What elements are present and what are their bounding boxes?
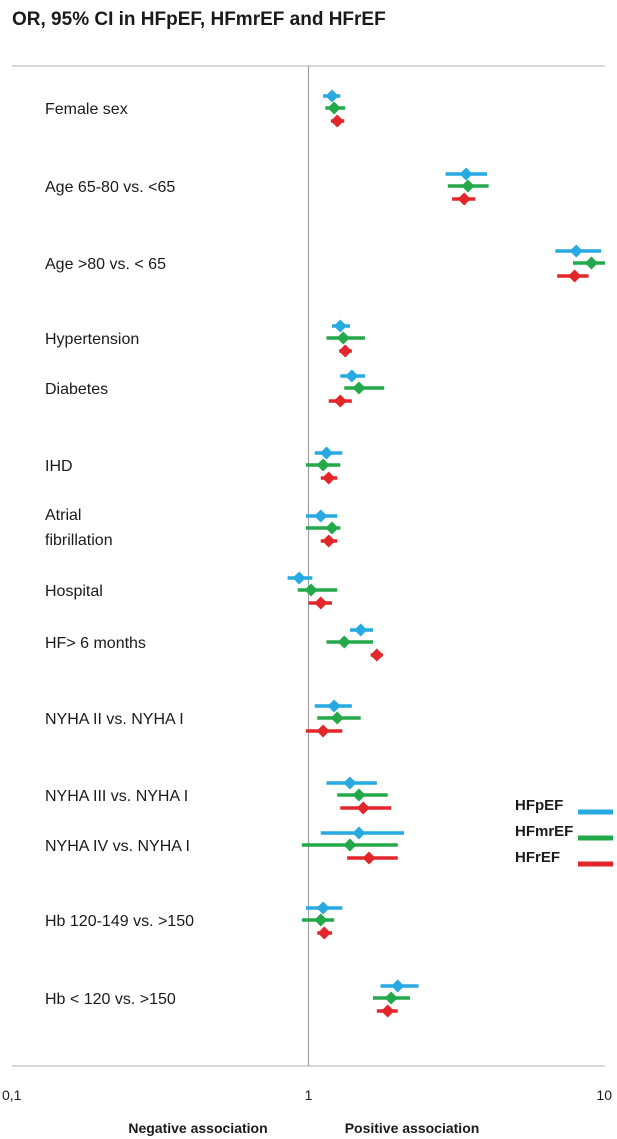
or-point-hfref	[457, 192, 471, 206]
row-label: Hypertension	[45, 331, 139, 348]
or-point-hfpef	[314, 509, 328, 523]
or-point-hfpef	[354, 623, 368, 637]
x-tick-label: 1	[305, 1087, 313, 1103]
or-point-hfmref	[352, 381, 366, 395]
row-label: Age >80 vs. < 65	[45, 256, 166, 273]
or-point-hfpef	[352, 826, 366, 840]
or-point-hfref	[322, 534, 336, 548]
or-point-hfref	[370, 648, 384, 662]
or-point-hfref	[316, 724, 330, 738]
row-label: NYHA IV vs. NYHA I	[45, 838, 190, 855]
plot-frame	[12, 65, 605, 1067]
or-point-hfmref	[336, 331, 350, 345]
or-point-hfmref	[327, 101, 341, 115]
x-tick-labels: 0,1 1 10	[2, 1087, 612, 1103]
or-point-hfpef	[316, 901, 330, 915]
row-label: Hb 120-149 vs. >150	[45, 913, 194, 930]
or-point-hfref	[356, 801, 370, 815]
or-point-hfref	[381, 1004, 395, 1018]
row-labels: Female sex Age 65-80 vs. <65 Age >80 vs. <…	[45, 101, 194, 1008]
legend-label-hfref: HFrEF	[515, 849, 560, 866]
or-point-hfref	[314, 596, 328, 610]
or-point-hfmref	[352, 788, 366, 802]
or-point-hfmref	[330, 711, 344, 725]
legend-label-hfpef: HFpEF	[515, 797, 563, 814]
x-tick-label: 0,1	[2, 1087, 22, 1103]
or-point-hfmref	[584, 256, 598, 270]
or-point-hfref	[333, 394, 347, 408]
or-point-hfref	[362, 851, 376, 865]
or-point-hfpef	[327, 699, 341, 713]
row-label: IHD	[45, 458, 73, 475]
or-point-hfref	[338, 344, 352, 358]
legend-label-hfmref: HFmrEF	[515, 823, 573, 840]
row-label: NYHA III vs. NYHA I	[45, 788, 188, 805]
row-label: NYHA II vs. NYHA I	[45, 711, 184, 728]
or-point-hfmref	[314, 913, 328, 927]
or-point-hfpef	[569, 244, 583, 258]
row-label: Female sex	[45, 101, 128, 118]
or-point-hfpef	[292, 571, 306, 585]
or-point-hfpef	[333, 319, 347, 333]
positive-association-label: Positive association	[345, 1120, 480, 1136]
legend: HFpEF HFmrEF HFrEF	[515, 797, 613, 867]
forest-marks	[287, 89, 605, 1018]
or-point-hfpef	[459, 167, 473, 181]
or-point-hfpef	[319, 446, 333, 460]
row-label: HF> 6 months	[45, 635, 146, 652]
or-point-hfpef	[391, 979, 405, 993]
or-point-hfref	[322, 471, 336, 485]
or-point-hfmref	[304, 583, 318, 597]
or-point-hfref	[317, 926, 331, 940]
or-point-hfmref	[325, 521, 339, 535]
or-point-hfref	[568, 269, 582, 283]
row-label: Age 65-80 vs. <65	[45, 179, 175, 196]
row-label: Diabetes	[45, 381, 108, 398]
or-point-hfmref	[316, 458, 330, 472]
or-point-hfmref	[337, 635, 351, 649]
or-point-hfmref	[384, 991, 398, 1005]
row-label: Hb < 120 vs. >150	[45, 991, 176, 1008]
or-point-hfref	[330, 114, 344, 128]
chart-title: OR, 95% CI in HFpEF, HFmrEF and HFrEF	[12, 9, 386, 30]
or-point-hfmref	[461, 179, 475, 193]
or-point-hfmref	[343, 838, 357, 852]
x-tick-label: 10	[596, 1087, 612, 1103]
or-point-hfpef	[343, 776, 357, 790]
or-point-hfpef	[345, 369, 359, 383]
row-label: Hospital	[45, 583, 103, 600]
row-label: Atrial fibrillation	[45, 507, 113, 549]
negative-association-label: Negative association	[128, 1120, 267, 1136]
or-point-hfpef	[325, 89, 339, 103]
